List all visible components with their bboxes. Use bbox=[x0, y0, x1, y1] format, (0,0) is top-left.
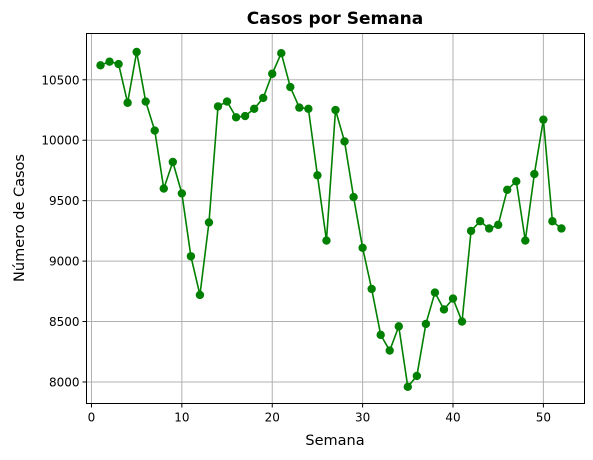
data-point bbox=[503, 185, 512, 194]
data-point bbox=[412, 371, 422, 381]
data-point bbox=[222, 97, 232, 106]
data-point bbox=[213, 102, 223, 111]
y-tick-label: 10000 bbox=[41, 134, 79, 148]
y-tick-label: 9500 bbox=[49, 194, 80, 208]
data-point bbox=[313, 171, 322, 180]
data-point bbox=[484, 224, 494, 233]
x-tick-label: 0 bbox=[88, 411, 96, 425]
chart-title: Casos por Semana bbox=[247, 9, 423, 29]
data-point bbox=[150, 126, 159, 135]
data-point bbox=[448, 294, 458, 303]
data-point bbox=[466, 226, 476, 236]
data-point bbox=[430, 288, 440, 297]
x-tick-label: 40 bbox=[445, 411, 460, 425]
y-axis: 8000 8500 9000 9500 10000 10500 bbox=[41, 73, 87, 389]
data-point bbox=[385, 346, 394, 355]
data-point bbox=[268, 69, 277, 78]
x-tick-label: 20 bbox=[265, 411, 280, 425]
data-point bbox=[530, 169, 539, 179]
y-axis-label: Número de Casos bbox=[12, 154, 28, 282]
x-tick-label: 10 bbox=[174, 411, 189, 425]
data-point bbox=[512, 177, 521, 186]
data-point bbox=[521, 236, 530, 245]
data-point bbox=[376, 330, 385, 340]
y-tick-label: 9000 bbox=[49, 255, 80, 269]
y-tick-label: 8000 bbox=[49, 375, 80, 389]
data-point bbox=[557, 224, 566, 233]
y-tick-label: 8500 bbox=[49, 315, 80, 329]
data-point bbox=[457, 317, 467, 326]
data-point bbox=[204, 218, 214, 227]
x-axis: 0 10 20 30 40 50 bbox=[88, 403, 551, 425]
data-point bbox=[240, 111, 250, 121]
series-line bbox=[100, 51, 562, 388]
data-point bbox=[421, 319, 431, 329]
data-point bbox=[493, 220, 503, 230]
data-point bbox=[141, 97, 150, 106]
x-tick-label: 50 bbox=[536, 411, 551, 425]
data-point bbox=[439, 305, 449, 314]
data-point bbox=[249, 104, 259, 114]
data-point bbox=[548, 217, 557, 226]
data-point bbox=[177, 189, 187, 198]
data-point bbox=[331, 105, 340, 115]
data-point bbox=[277, 49, 286, 58]
series bbox=[96, 47, 566, 392]
data-point bbox=[195, 290, 205, 300]
data-point bbox=[258, 93, 268, 103]
data-point bbox=[358, 243, 367, 253]
data-point bbox=[186, 252, 196, 261]
data-point bbox=[96, 61, 105, 70]
data-point bbox=[286, 82, 295, 92]
data-point bbox=[539, 115, 548, 124]
y-tick-label: 10500 bbox=[41, 73, 79, 87]
data-point bbox=[367, 284, 376, 294]
data-point bbox=[340, 137, 349, 146]
data-point bbox=[322, 236, 331, 245]
plot-area-frame bbox=[86, 33, 585, 404]
data-point bbox=[105, 57, 114, 66]
data-point bbox=[231, 113, 241, 122]
x-axis-label: Semana bbox=[305, 433, 364, 449]
data-point bbox=[132, 47, 141, 57]
x-tick-label: 30 bbox=[355, 411, 370, 425]
data-point bbox=[349, 192, 358, 202]
data-point bbox=[295, 103, 304, 112]
data-point bbox=[394, 322, 403, 331]
data-point bbox=[168, 157, 178, 167]
grid bbox=[86, 33, 585, 404]
data-point bbox=[304, 104, 313, 114]
data-point bbox=[403, 382, 413, 392]
data-point bbox=[159, 184, 168, 193]
data-point bbox=[475, 217, 485, 226]
data-point bbox=[114, 59, 123, 69]
data-point bbox=[123, 98, 132, 107]
